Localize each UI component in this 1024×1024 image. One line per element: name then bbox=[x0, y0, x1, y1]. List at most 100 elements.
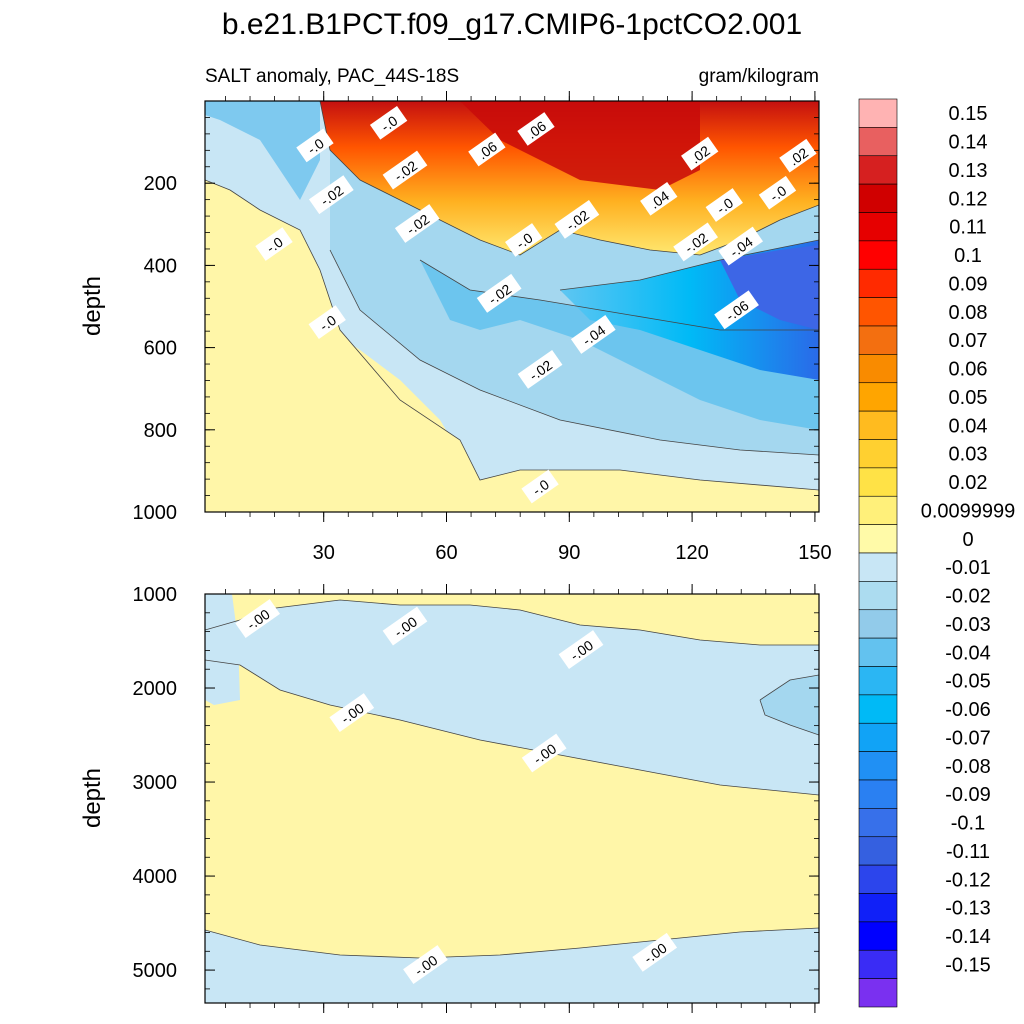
contour-label-box bbox=[235, 599, 281, 638]
colorbar-label: 0.03 bbox=[949, 444, 988, 466]
upper-panel-frame bbox=[204, 100, 820, 513]
colorbar-label: -0.08 bbox=[945, 756, 991, 778]
colorbar-label: -0.15 bbox=[945, 954, 991, 976]
colorbar-label: -0.05 bbox=[945, 671, 991, 693]
colorbar-swatch bbox=[858, 722, 898, 752]
contour-label: -.0 bbox=[505, 223, 543, 257]
upper-ylabel: depth bbox=[79, 276, 106, 336]
colorbar-swatch bbox=[858, 127, 898, 157]
x-tick-label: 150 bbox=[798, 542, 831, 564]
y-tick-label: 600 bbox=[144, 338, 177, 360]
colorbar-swatch bbox=[858, 524, 898, 554]
contour-label: -.0 bbox=[308, 305, 346, 339]
y-tick-label: 1000 bbox=[133, 502, 178, 524]
y-tick-label: 200 bbox=[144, 173, 177, 195]
colorbar-label: -0.1 bbox=[951, 813, 985, 835]
colorbar-label: -0.07 bbox=[945, 727, 991, 749]
colorbar-label: -0.04 bbox=[945, 642, 991, 664]
colorbar-label: 0.14 bbox=[949, 132, 988, 154]
lower-region-right-pocket bbox=[760, 675, 819, 735]
colorbar-label: -0.09 bbox=[945, 784, 991, 806]
colorbar-swatch bbox=[858, 581, 898, 611]
colorbar-swatch bbox=[858, 495, 898, 525]
colorbar-swatch bbox=[858, 949, 898, 979]
contour-label-box bbox=[554, 199, 600, 239]
contour-label-box bbox=[308, 305, 346, 339]
colorbar-label: -0.13 bbox=[945, 898, 991, 920]
y-tick-label: 400 bbox=[144, 255, 177, 277]
colorbar-swatch bbox=[858, 439, 898, 469]
contour-label-box bbox=[705, 188, 743, 222]
contour-label: -.02 bbox=[382, 150, 428, 190]
colorbar-swatch bbox=[858, 864, 898, 894]
contour-label-box bbox=[255, 227, 293, 261]
x-tick-label: 60 bbox=[435, 542, 457, 564]
colorbar-swatch bbox=[858, 666, 898, 696]
upper-panel bbox=[205, 101, 819, 512]
colorbar-swatch bbox=[858, 410, 898, 440]
contour-label-box bbox=[476, 273, 522, 313]
colorbar-swatch bbox=[858, 467, 898, 497]
contour-label: -.0 bbox=[296, 128, 334, 163]
lower-ylabel: depth bbox=[79, 768, 106, 828]
colorbar-swatch bbox=[858, 552, 898, 582]
colorbar-label: 0.04 bbox=[949, 415, 988, 437]
colorbar-swatch bbox=[858, 240, 898, 270]
contour-label-box bbox=[308, 175, 354, 215]
lower-region-left-sliver bbox=[205, 594, 240, 705]
colorbar-swatch bbox=[858, 609, 898, 639]
upper-contour-labels: -.0-.0-.02-.02-.02-.0-.0.06.06-.0-.02-.0… bbox=[255, 105, 817, 504]
colorbar-label: -0.12 bbox=[945, 869, 991, 891]
colorbar-label: 0.05 bbox=[949, 387, 988, 409]
colorbar-label: 0.12 bbox=[949, 188, 988, 210]
contour-label-box bbox=[673, 222, 718, 262]
colorbar-swatch bbox=[858, 921, 898, 951]
upper-region-positive-core bbox=[460, 101, 700, 190]
colorbar-swatch bbox=[858, 155, 898, 185]
lower-panel bbox=[205, 594, 819, 1003]
upper-region-left-streaks bbox=[205, 101, 320, 200]
lower-panel-axes: 1000 2000 3000 4000 5000 bbox=[133, 584, 819, 1013]
contour-label-box bbox=[517, 112, 555, 146]
y-tick-label: 5000 bbox=[133, 960, 178, 982]
lower-region-negative-band bbox=[205, 600, 819, 795]
chart-subtitle-variable: SALT anomaly, PAC_44S-18S bbox=[205, 66, 459, 87]
colorbar: 0.15 0.14 0.13 0.12 0.11 0.1 0.09 0.08 0.07 0.06 0… bbox=[858, 98, 1016, 1008]
upper-region-negative-strong bbox=[420, 260, 819, 430]
colorbar-label: -0.03 bbox=[945, 614, 991, 636]
upper-region-deep-blue-core bbox=[720, 245, 819, 330]
y-tick-label: 2000 bbox=[133, 678, 178, 700]
colorbar-label: 0.02 bbox=[949, 472, 988, 494]
contour-label-box bbox=[714, 290, 759, 330]
colorbar-label: 0.08 bbox=[949, 302, 988, 324]
lower-panel-frame bbox=[204, 593, 820, 1004]
colorbar-label: -0.01 bbox=[945, 557, 991, 579]
contour-label-text: -.0 bbox=[317, 312, 340, 335]
contour-label-text: -.0 bbox=[263, 233, 286, 256]
y-tick-label: 1000 bbox=[133, 584, 178, 606]
colorbar-label: 0.1 bbox=[954, 245, 982, 267]
colorbar-swatch bbox=[858, 893, 898, 923]
contour-label-box bbox=[779, 138, 817, 173]
x-tick-label: 120 bbox=[675, 542, 708, 564]
y-tick-label: 3000 bbox=[133, 772, 178, 794]
contour-label-box bbox=[382, 606, 428, 646]
contour-label-text: -.0 bbox=[767, 182, 790, 205]
colorbar-label: 0.06 bbox=[949, 359, 988, 381]
contour-label-text: -.0 bbox=[529, 476, 552, 499]
contour-label-box bbox=[758, 175, 797, 210]
colorbar-label: 0.13 bbox=[949, 160, 988, 182]
contour-label-text: -.0 bbox=[378, 112, 401, 135]
colorbar-label: 0.07 bbox=[949, 330, 988, 352]
contour-label-box bbox=[517, 349, 563, 389]
contour-label-box bbox=[468, 132, 506, 167]
x-tick-label: 30 bbox=[313, 542, 335, 564]
colorbar-label: 0.0099999 bbox=[921, 500, 1016, 522]
colorbar-swatch bbox=[858, 808, 898, 838]
colorbar-label: -0.11 bbox=[946, 841, 990, 863]
y-tick-label: 800 bbox=[144, 420, 177, 442]
x-tick-label: 90 bbox=[558, 542, 580, 564]
contour-label-text: -.0 bbox=[513, 229, 536, 252]
contour-label-box bbox=[558, 630, 604, 670]
